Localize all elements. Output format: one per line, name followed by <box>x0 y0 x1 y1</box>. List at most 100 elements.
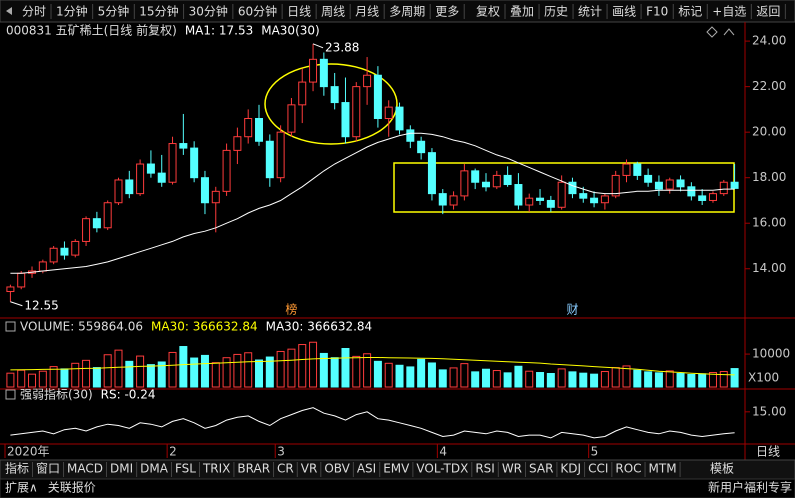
indicator-tab[interactable]: VOL-TDX <box>416 462 468 476</box>
volume-bar <box>417 358 426 388</box>
toolbar-item[interactable]: 画线 <box>612 5 636 19</box>
toolbar-item[interactable]: 周线 <box>321 5 345 19</box>
low-label: 12.55 <box>24 298 58 312</box>
candle-body <box>611 174 620 197</box>
toolbar-item[interactable]: 历史 <box>544 5 568 19</box>
indicator-tab[interactable]: SAR <box>529 462 553 476</box>
indicator-tab[interactable]: FSL <box>175 462 196 476</box>
indicator-tab[interactable]: KDJ <box>560 462 581 476</box>
toolbar-item[interactable]: 返回 <box>756 5 780 19</box>
volume-bar <box>6 372 15 388</box>
indicator-tab[interactable]: MTM <box>649 462 677 476</box>
volume-bar <box>28 373 37 388</box>
toolbar-item[interactable]: F10 <box>646 5 668 19</box>
volume-bar <box>514 365 523 388</box>
indicator-tab[interactable]: EMV <box>383 462 410 476</box>
indicator-tab[interactable]: RSI <box>475 462 495 476</box>
candle-body <box>60 247 69 256</box>
back-arrow[interactable] <box>6 7 12 15</box>
icon[interactable] <box>723 28 735 36</box>
status-item[interactable]: 扩展∧ <box>5 481 38 495</box>
event-marker[interactable]: 榜 <box>285 302 297 317</box>
indicator-tab[interactable]: OBV <box>324 462 350 476</box>
panel-icon[interactable] <box>5 321 16 332</box>
indicator-tab[interactable]: DMI <box>110 462 133 476</box>
candle-body <box>341 102 350 138</box>
volume-bar <box>719 371 728 388</box>
icon[interactable] <box>706 26 718 38</box>
volume-bar <box>633 369 642 388</box>
toolbar-item[interactable]: +自选 <box>712 5 746 19</box>
toolbar-item[interactable]: 15分钟 <box>139 4 178 19</box>
indicator-tab[interactable]: MACD <box>67 462 103 476</box>
toolbar-item[interactable]: 统计 <box>578 5 602 19</box>
candle-body <box>481 181 490 188</box>
status-promo[interactable]: 新用户福利专享 <box>708 480 792 495</box>
volume-bar <box>60 368 69 388</box>
volume-bar <box>341 347 350 388</box>
toolbar-item[interactable]: 叠加 <box>510 5 534 19</box>
candle-body <box>233 136 242 151</box>
indicator-tab[interactable]: 窗口 <box>36 462 60 476</box>
tab-template[interactable]: 模板 <box>710 462 734 476</box>
candle-body <box>92 218 101 229</box>
x-tick-label: 3 <box>277 445 285 459</box>
toolbar-item[interactable]: 分时 <box>22 5 46 19</box>
y-tick-label: 16.00 <box>752 216 786 230</box>
candle-body <box>190 147 199 179</box>
volume-bar <box>298 344 307 388</box>
legend-text: MA1: 17.53 <box>185 24 253 38</box>
candle-body <box>557 181 566 208</box>
candle-body <box>698 195 707 201</box>
candle-body <box>654 181 663 190</box>
toolbar-item[interactable]: 更多 <box>435 5 459 19</box>
volume-bar <box>38 370 47 388</box>
volume-bar <box>222 357 231 388</box>
toolbar-item[interactable]: 60分钟 <box>238 4 277 19</box>
candle-body <box>17 272 26 288</box>
toolbar-item[interactable]: 1分钟 <box>56 4 88 19</box>
toolbar-item[interactable]: 多周期 <box>389 5 425 19</box>
y-tick-label: 20.00 <box>752 125 786 139</box>
volume-bar <box>309 341 318 388</box>
toolbar-item[interactable]: 标记 <box>678 5 702 19</box>
toolbar-item[interactable]: 日线 <box>287 5 311 19</box>
toolbar-item[interactable]: 复权 <box>476 5 500 19</box>
legend-entry: MA30(30) <box>261 24 319 38</box>
y-tick-label: 15.00 <box>752 404 786 418</box>
indicator-tab[interactable]: DMA <box>140 462 169 476</box>
indicator-tab[interactable]: BRAR <box>237 462 270 476</box>
volume-bar <box>730 368 739 388</box>
toolbar-item[interactable]: 月线 <box>355 5 379 19</box>
candle-body <box>708 193 717 201</box>
indicator-tab[interactable]: 指标 <box>5 461 29 476</box>
candle-body <box>644 174 653 183</box>
indicator-tab[interactable]: CR <box>277 462 294 476</box>
candle-body <box>146 163 155 174</box>
status-item[interactable]: 关联报价 <box>48 480 96 495</box>
volume-bar <box>179 346 188 388</box>
volume-bar <box>449 367 458 388</box>
indicator-tab[interactable]: ASI <box>357 462 376 476</box>
candle-body <box>438 193 447 206</box>
volume-bar <box>698 373 707 388</box>
candle-body <box>319 58 328 88</box>
y-tick-label: 10000 <box>752 347 790 361</box>
candle-body <box>719 181 728 195</box>
candle-body <box>730 181 739 189</box>
indicator-tab[interactable]: WR <box>502 462 522 476</box>
indicator-tab[interactable]: TRIX <box>202 462 230 476</box>
candle-body <box>427 152 436 195</box>
candle-body <box>49 247 58 263</box>
candle-body <box>568 181 577 195</box>
candle-body <box>211 190 220 204</box>
panel-icon[interactable] <box>5 389 16 400</box>
toolbar-item[interactable]: 5分钟 <box>98 4 130 19</box>
toolbar-item[interactable]: 30分钟 <box>189 4 228 19</box>
indicator-tab[interactable]: ROC <box>615 462 641 476</box>
high-label: 23.88 <box>325 40 359 54</box>
x-tick-label: 5 <box>591 445 599 459</box>
indicator-tab[interactable]: VR <box>301 462 318 476</box>
event-marker[interactable]: 财 <box>566 303 578 317</box>
indicator-tab[interactable]: CCI <box>588 462 608 476</box>
